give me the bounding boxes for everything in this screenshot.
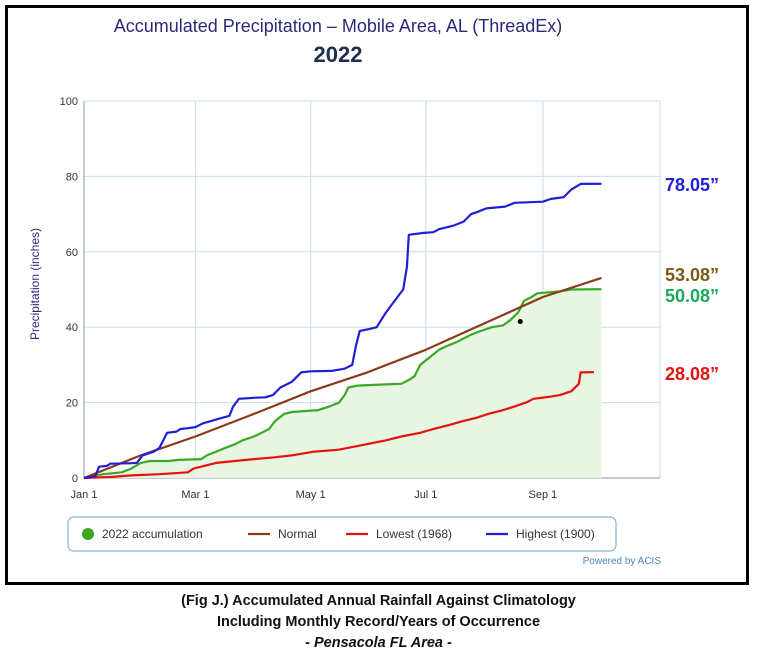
y-tick-label: 0: [72, 473, 78, 485]
x-tick-label: Jul 1: [414, 489, 437, 501]
end-label-highest-1900: 78.05”: [665, 175, 719, 195]
powered-by-acis[interactable]: Powered by ACIS: [583, 556, 662, 567]
x-tick-label: Mar 1: [181, 489, 209, 501]
figure-caption-line-1: (Fig J.) Accumulated Annual Rainfall Aga…: [181, 593, 576, 609]
series-line-normal: [83, 276, 602, 480]
legend-label-highest-1900: Highest (1900): [516, 527, 595, 541]
legend: 2022 accumulation Normal Lowest (1968) High…: [67, 516, 617, 552]
x-tick-label: Sep 1: [529, 489, 558, 501]
figure-caption-line-3: - Pensacola FL Area -: [305, 635, 452, 651]
chart: Accumulated Precipitation – Mobile Area,…: [28, 16, 719, 567]
x-tick-label: Jan 1: [71, 489, 98, 501]
chart-subtitle: 2022: [314, 42, 363, 67]
series-line-2022-accumulation: [83, 288, 602, 480]
y-tick-label: 60: [66, 247, 78, 259]
x-tick-label: May 1: [296, 489, 326, 501]
legend-label-normal: Normal: [278, 527, 317, 541]
legend-box: [67, 516, 617, 552]
legend-label-2022-accumulation: 2022 accumulation: [102, 527, 203, 541]
series-line-lowest-1968: [83, 371, 594, 480]
chart-title: Accumulated Precipitation – Mobile Area,…: [114, 16, 563, 36]
y-tick-label: 100: [60, 96, 78, 108]
accumulation-area-fill: [84, 289, 602, 478]
y-tick-label: 80: [66, 171, 78, 183]
y-axis-label: Precipitation (inches): [28, 228, 42, 340]
end-label-normal: 53.08”: [665, 265, 719, 285]
legend-swatch-2022-accumulation: [82, 528, 94, 540]
figure-caption-line-2: Including Monthly Record/Years of Occurr…: [216, 614, 541, 630]
current-day-marker: [517, 319, 523, 325]
series-line-highest-1900: [83, 182, 602, 480]
end-label-lowest-1968: 28.08”: [665, 364, 719, 384]
chart-frame: Accumulated Precipitation – Mobile Area,…: [5, 5, 749, 585]
y-tick-label: 40: [66, 322, 78, 334]
y-tick-label: 20: [66, 398, 78, 410]
end-label-2022-accumulation: 50.08”: [665, 286, 719, 306]
legend-label-lowest-1968: Lowest (1968): [376, 527, 452, 541]
